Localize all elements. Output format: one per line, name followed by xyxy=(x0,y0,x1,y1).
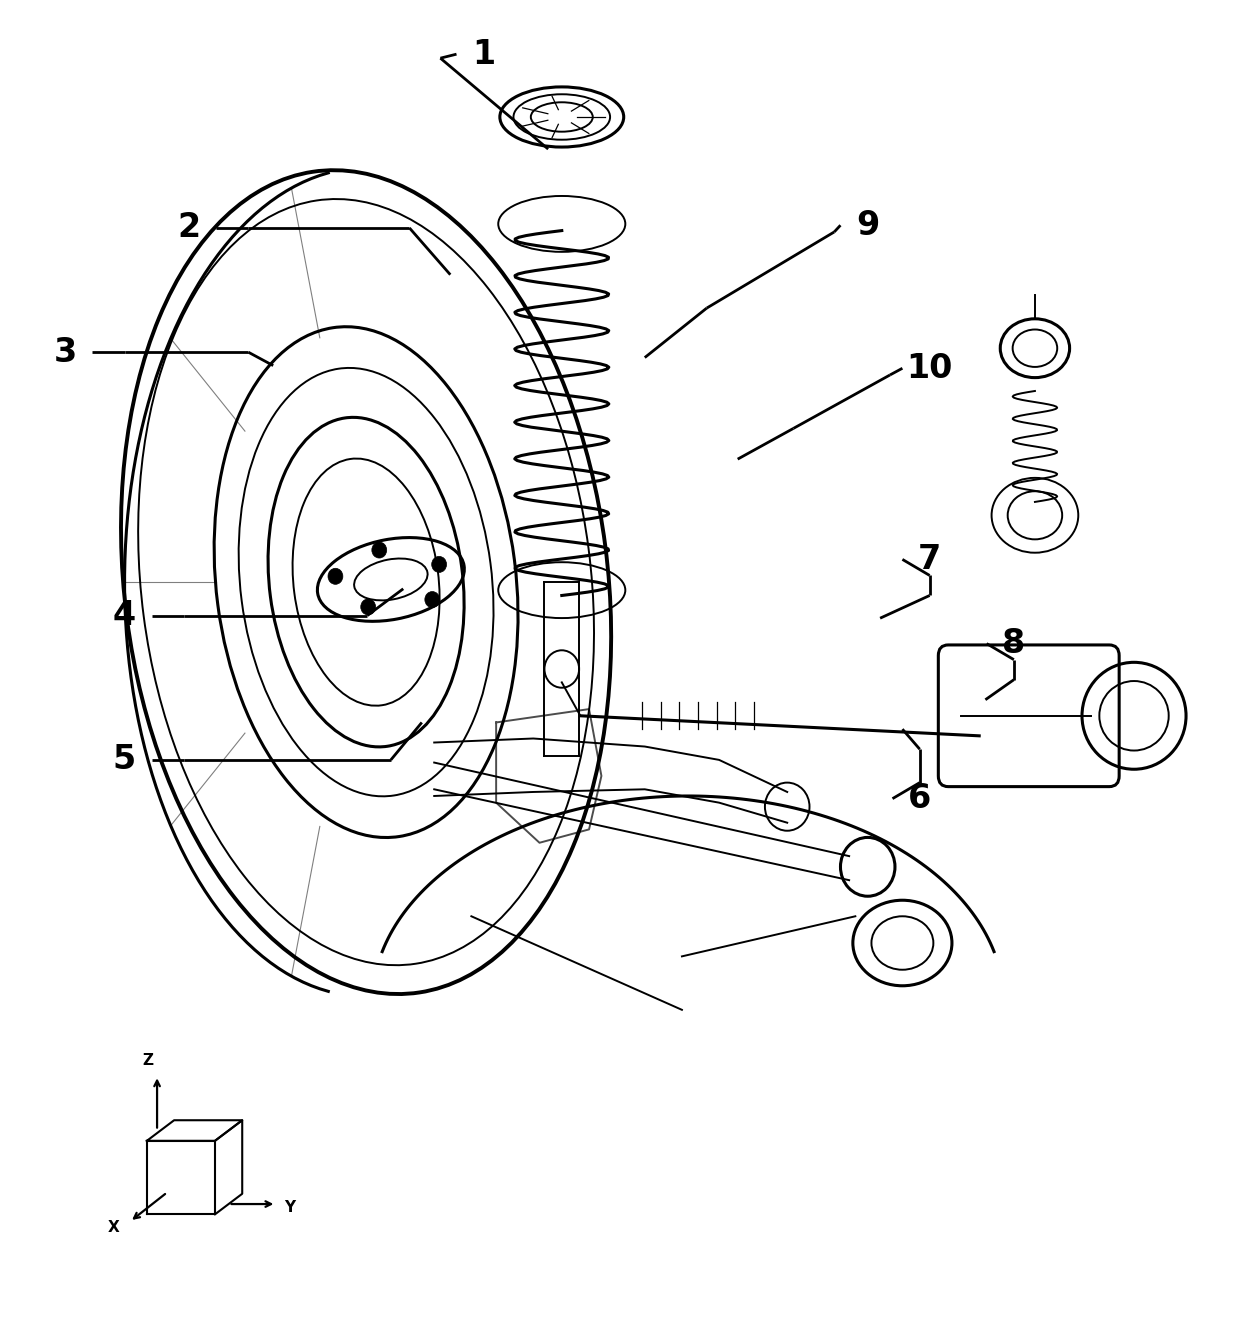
Text: 4: 4 xyxy=(113,599,136,632)
Text: 10: 10 xyxy=(906,352,952,385)
Circle shape xyxy=(425,591,440,607)
Text: 7: 7 xyxy=(918,543,941,575)
Text: Y: Y xyxy=(284,1200,295,1215)
Text: 5: 5 xyxy=(113,744,136,776)
Text: 1: 1 xyxy=(472,37,495,71)
Text: Z: Z xyxy=(143,1053,154,1068)
Circle shape xyxy=(361,599,376,615)
Text: 3: 3 xyxy=(53,336,77,369)
Text: 2: 2 xyxy=(177,211,201,245)
Circle shape xyxy=(329,569,342,585)
Text: 6: 6 xyxy=(908,783,931,815)
Text: 8: 8 xyxy=(1002,628,1025,660)
Text: X: X xyxy=(108,1220,119,1235)
Circle shape xyxy=(372,542,387,558)
Text: 9: 9 xyxy=(856,209,879,242)
Circle shape xyxy=(432,557,446,573)
